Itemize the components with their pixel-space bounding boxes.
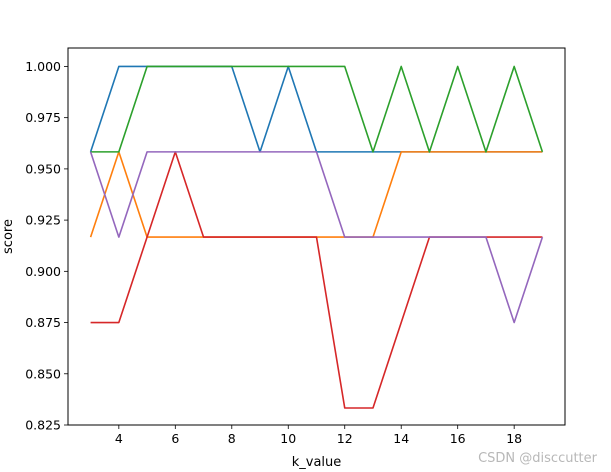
- series-line-1: [89, 65, 543, 153]
- series-line-5: [89, 151, 544, 324]
- x-axis-label: k_value: [292, 455, 342, 470]
- x-axis-ticks: 4 6 8 10 12 14 16 18: [115, 425, 522, 446]
- x-tick-label: 16: [450, 431, 466, 446]
- x-tick-label: 10: [280, 431, 296, 446]
- y-tick-label: 0.825: [25, 418, 61, 433]
- y-axis-ticks: 0.825 0.850 0.875 0.900 0.925 0.950 0.975 1.000: [25, 59, 68, 433]
- series-line-2: [89, 151, 543, 238]
- x-tick-label: 6: [171, 431, 179, 446]
- x-tick-label: 14: [393, 431, 409, 446]
- y-tick-label: 0.875: [25, 315, 61, 330]
- x-tick-label: 4: [115, 431, 123, 446]
- y-tick-label: 1.000: [25, 59, 61, 74]
- watermark: CSDN @disccutter: [478, 451, 597, 466]
- series-line-4: [90, 151, 543, 409]
- y-tick-label: 0.975: [25, 110, 61, 125]
- x-tick-label: 8: [228, 431, 236, 446]
- x-tick-label: 12: [337, 431, 353, 446]
- plot-frame: [67, 47, 566, 426]
- y-tick-label: 0.900: [25, 264, 61, 279]
- y-tick-label: 0.850: [25, 366, 61, 381]
- series-line-3: [90, 65, 544, 153]
- series-layer: [89, 65, 544, 409]
- x-tick-label: 18: [506, 431, 522, 446]
- y-tick-label: 0.925: [25, 213, 61, 228]
- y-axis-label: score: [1, 219, 16, 254]
- y-tick-label: 0.950: [25, 161, 61, 176]
